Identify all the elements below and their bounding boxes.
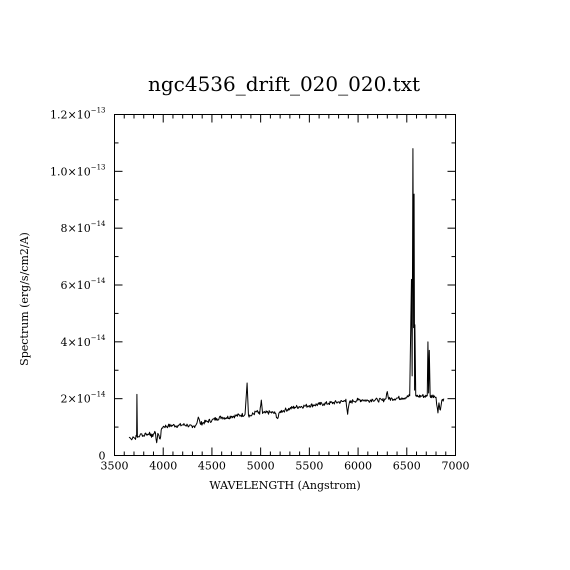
y-tick-label: 8×10−14: [61, 220, 107, 235]
y-tick-mantissa: 6×10: [61, 279, 91, 292]
x-tick-label: 4000: [149, 460, 177, 473]
y-axis-label: Spectrum (erg/s/cm2/A): [18, 232, 31, 366]
x-axis: 3500 4000 4500 5000 5500 6000 6500 7000: [101, 114, 470, 473]
y-tick-mantissa: 1.2×10: [50, 109, 91, 122]
plot-area: [114, 114, 456, 456]
y-tick-mantissa: 1.0×10: [50, 165, 91, 178]
y-axis: 02×10−144×10−146×10−148×10−141.0×10−131.…: [50, 107, 456, 463]
y-tick-label: 1.2×10−13: [50, 107, 106, 122]
y-tick-mantissa: 0: [99, 450, 106, 463]
x-tick-label: 5000: [247, 460, 275, 473]
y-tick-exponent: −13: [91, 163, 106, 171]
y-tick-label: 1.0×10−13: [50, 163, 106, 178]
y-tick-label: 4×10−14: [61, 334, 107, 349]
y-tick-exponent: −14: [91, 334, 106, 342]
y-tick-mantissa: 4×10: [61, 336, 91, 349]
y-tick-label: 2×10−14: [61, 391, 107, 406]
y-tick-exponent: −14: [91, 220, 106, 228]
x-tick-label: 4500: [198, 460, 226, 473]
y-tick-label: 0: [99, 450, 106, 463]
y-tick-label: 6×10−14: [61, 277, 107, 292]
chart-title: ngc4536_drift_020_020.txt: [148, 72, 420, 96]
y-tick-exponent: −13: [91, 107, 106, 115]
x-tick-label: 7000: [442, 460, 470, 473]
x-axis-label: WAVELENGTH (Angstrom): [209, 479, 360, 492]
x-tick-label: 5500: [295, 460, 323, 473]
y-tick-mantissa: 8×10: [61, 222, 91, 235]
y-tick-mantissa: 2×10: [61, 393, 91, 406]
x-tick-label: 6000: [344, 460, 372, 473]
plot-frame: [114, 114, 456, 456]
spectrum-series-line: [128, 148, 445, 444]
y-tick-exponent: −14: [91, 391, 106, 399]
x-tick-label: 3500: [101, 460, 129, 473]
x-tick-label: 6500: [393, 460, 421, 473]
y-tick-exponent: −14: [91, 277, 106, 285]
